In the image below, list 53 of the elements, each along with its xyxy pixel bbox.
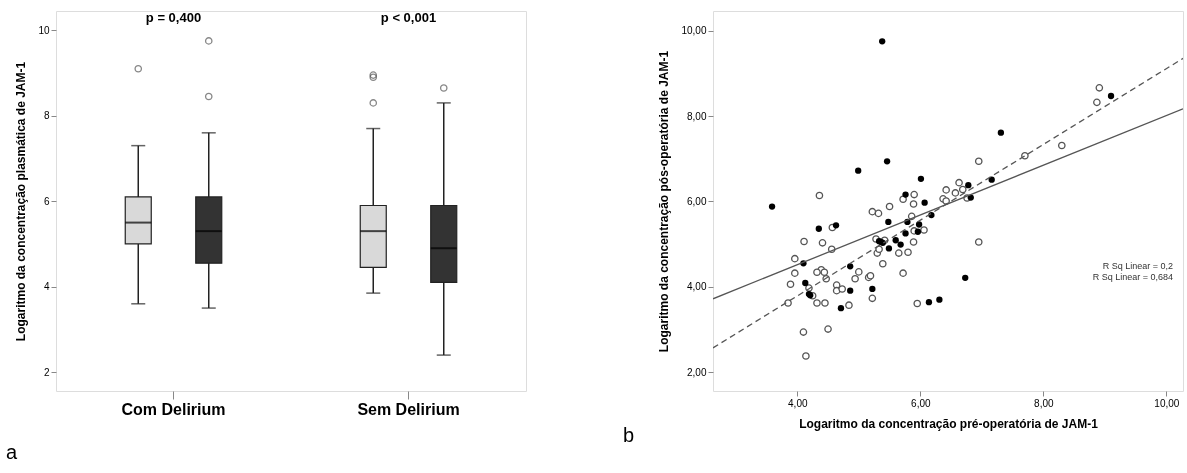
point (768, 203, 776, 210)
point (879, 38, 886, 45)
point (936, 296, 943, 303)
y-axis-title: Logaritmo da concentração plasmática de JAM-1 (14, 61, 29, 342)
text: b (623, 424, 635, 446)
x-tick-label: 6,00 (911, 397, 931, 409)
x-tick-label: 10,00 (1154, 397, 1180, 409)
x-axis-title: Logaritmo da concentração pré-operatória de JAM-1 (799, 416, 1099, 431)
y-tick-label: 4,00 (687, 281, 707, 293)
point (897, 241, 904, 248)
annotation: p = 0,400 (145, 10, 202, 25)
annotation: p < 0,001 (380, 10, 437, 25)
y-tick-label: 8 (43, 110, 50, 122)
point (997, 129, 1005, 136)
x-tick-label: 4,00 (788, 397, 808, 409)
point (883, 158, 891, 165)
y-axis-title: Logaritmo da concentração pós-operatória de JAM-1 (657, 50, 672, 353)
y-tick-label: 2 (43, 366, 50, 378)
point (837, 305, 845, 312)
point (885, 218, 892, 226)
annotation: R Sq Linear = 0,684 (1092, 272, 1173, 282)
point (915, 221, 923, 228)
point (921, 199, 928, 206)
point (869, 285, 876, 293)
point (902, 230, 909, 237)
point (855, 167, 862, 174)
point (902, 191, 909, 198)
point (914, 228, 922, 235)
point (988, 176, 995, 183)
y-tick-label: 8,00 (687, 110, 707, 122)
point (962, 274, 969, 282)
point (965, 182, 972, 189)
y-tick-label: 10 (38, 24, 50, 36)
y-tick-label: 10,00 (681, 25, 707, 37)
text: a (6, 441, 18, 463)
point (917, 175, 925, 182)
point (1107, 92, 1115, 100)
y-tick-label: 4 (43, 281, 50, 293)
point (925, 299, 933, 306)
point (847, 287, 854, 294)
x-tick-label: Com Delirium (121, 400, 226, 418)
point (885, 245, 893, 252)
point (802, 279, 809, 287)
x-tick-label: 8,00 (1034, 397, 1055, 409)
y-tick-label: 6 (43, 195, 50, 207)
y-tick-label: 2,00 (687, 366, 707, 378)
y-tick-label: 6,00 (687, 195, 707, 207)
point (847, 263, 854, 270)
point (892, 237, 899, 244)
point (832, 222, 840, 229)
annotation: R Sq Linear = 0,2 (1102, 261, 1173, 271)
x-tick-label: Sem Delirium (357, 400, 460, 418)
point (815, 225, 822, 232)
